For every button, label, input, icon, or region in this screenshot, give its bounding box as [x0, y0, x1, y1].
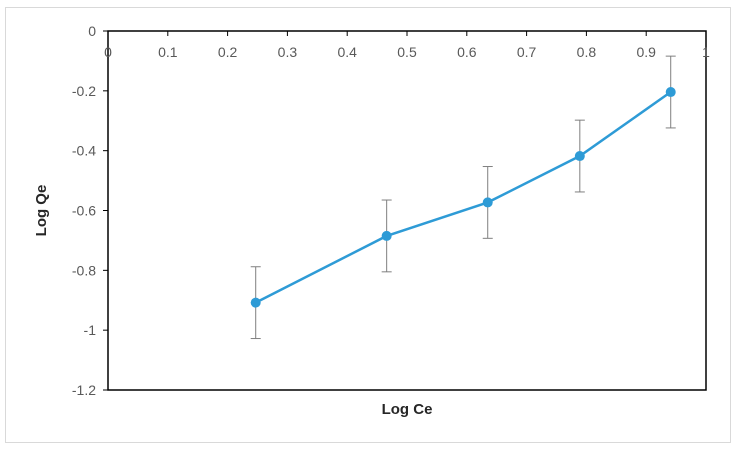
plot-area	[107, 30, 707, 391]
x-tick-label: 0.2	[218, 44, 238, 60]
x-tick-label: 0.9	[636, 44, 656, 60]
x-tick-label: 0	[104, 44, 112, 60]
data-point	[574, 151, 585, 162]
x-tick-label: 0.1	[158, 44, 178, 60]
x-tick-label: 0.3	[278, 44, 298, 60]
x-tick-label: 0.4	[337, 44, 357, 60]
data-point	[250, 297, 261, 308]
x-tick-label: 0.5	[397, 44, 417, 60]
series-layer	[250, 55, 676, 340]
y-axis: 0 -0.2 -0.4 -0.6 -0.8 -1 -1.2	[72, 23, 108, 398]
y-axis-title: Log Qe	[33, 185, 50, 237]
y-tick-label: -0.4	[72, 143, 96, 159]
data-point	[482, 197, 493, 208]
chart: 0 0.1 0.2 0.3 0.4 0.5 0.6 0.7 0.8 0.9 1 0 -0.2 -0.4 -…	[33, 23, 710, 418]
data-point	[381, 230, 392, 241]
y-tick-label: -0.6	[72, 203, 96, 219]
series-line	[255, 91, 672, 304]
data-point	[665, 87, 676, 98]
chart-frame: 0 0.1 0.2 0.3 0.4 0.5 0.6 0.7 0.8 0.9 1 0 -0.2 -0.4 -…	[5, 7, 731, 443]
x-axis: 0 0.1 0.2 0.3 0.4 0.5 0.6 0.7 0.8 0.9 1	[104, 31, 710, 60]
y-tick-label: -1	[84, 322, 97, 338]
y-tick-label: -1.2	[72, 382, 96, 398]
x-tick-label: 0.6	[457, 44, 477, 60]
y-tick-label: 0	[88, 23, 96, 39]
x-axis-title: Log Ce	[382, 401, 433, 418]
x-tick-label: 0.8	[577, 44, 597, 60]
y-tick-label: -0.8	[72, 262, 96, 278]
x-tick-label: 0.7	[517, 44, 537, 60]
x-tick-label: 1	[702, 44, 710, 60]
y-tick-label: -0.2	[72, 83, 96, 99]
